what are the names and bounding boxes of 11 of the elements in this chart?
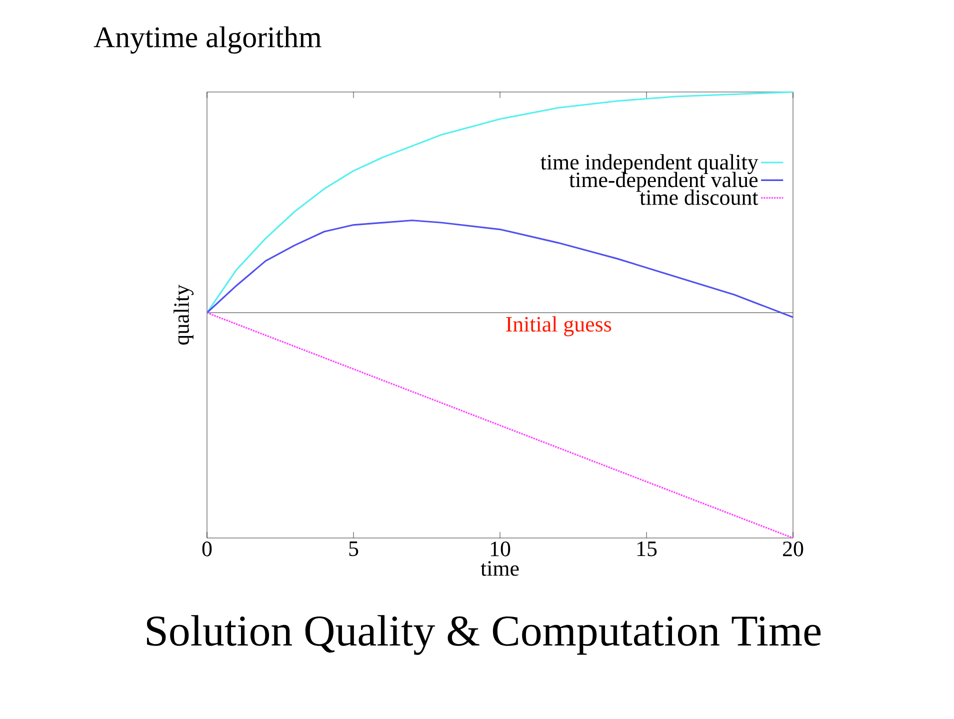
x-tick-label: 10 bbox=[490, 542, 510, 556]
x-tick-label: 20 bbox=[783, 542, 804, 556]
x-tick-label: 5 bbox=[349, 542, 358, 556]
legend-label: time discount bbox=[640, 190, 758, 205]
text: Solution Quality & Computation Time bbox=[146, 615, 821, 655]
y-axis-title: quality bbox=[174, 284, 194, 345]
chart-title: Anytime algorithm bbox=[94, 26, 322, 54]
x-tick-label: 15 bbox=[637, 542, 657, 556]
x-axis-title: time bbox=[480, 561, 519, 576]
ref-line-label: Initial guess bbox=[506, 316, 612, 336]
x-tick-label: 0 bbox=[202, 542, 212, 556]
